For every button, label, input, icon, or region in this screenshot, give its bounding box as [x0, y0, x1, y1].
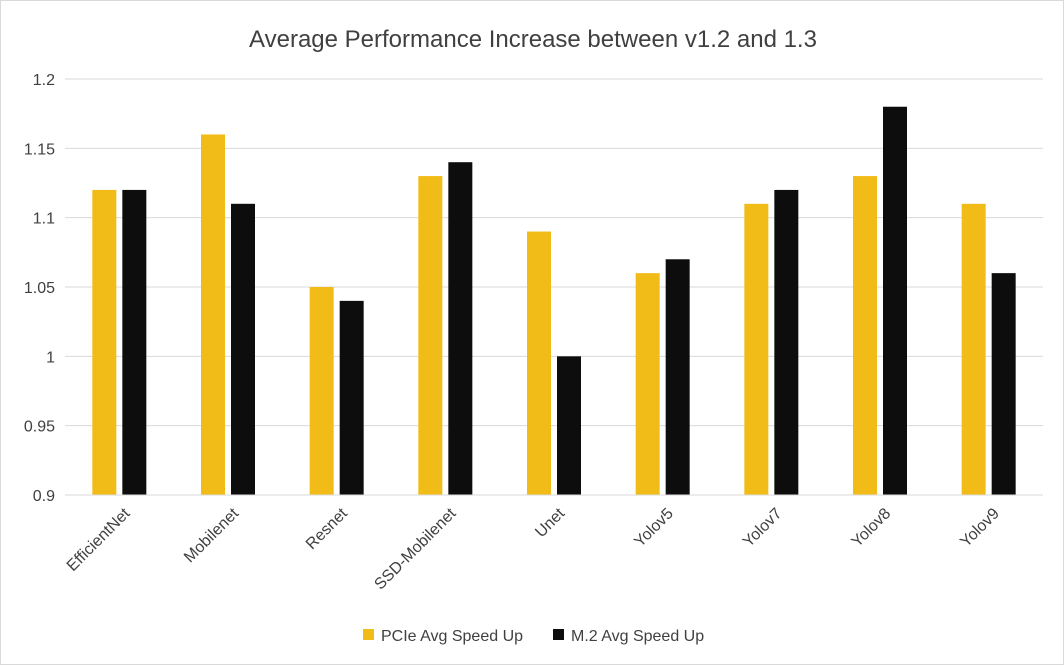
bar-m2: [557, 356, 581, 495]
bar-pcie: [744, 203, 769, 496]
x-tick-label: Yolov5: [631, 505, 677, 551]
x-tick-label: Yolov8: [849, 505, 895, 551]
bars: [65, 106, 1043, 496]
x-tick-label: SSD-Mobilenet: [371, 505, 459, 593]
chart-title: Average Performance Increase between v1.…: [249, 26, 817, 53]
bar-pcie: [201, 134, 225, 495]
bar-pcie: [309, 287, 334, 495]
x-axis-ticks: EfficientNet Mobilenet Resnet SSD-Mobilenet…: [64, 505, 1003, 594]
bar-pcie: [527, 231, 551, 496]
bar-m2: [883, 106, 907, 495]
y-tick-label: 0.9: [33, 488, 55, 505]
x-tick-label: Unet: [532, 505, 568, 541]
legend: PCIe Avg Speed Up M.2 Avg Speed Up: [363, 628, 704, 645]
bar-m2: [231, 203, 255, 496]
bar-pcie: [853, 176, 877, 496]
y-tick-label: 1.2: [33, 72, 55, 89]
legend-label-m2: M.2 Avg Speed Up: [571, 628, 704, 645]
y-tick-label: 0.95: [24, 419, 55, 436]
y-tick-label: 1.05: [24, 280, 55, 297]
x-tick-label: Resnet: [303, 505, 351, 553]
x-tick-label: Mobilenet: [181, 505, 242, 566]
gridlines: [65, 78, 1043, 496]
bar-m2: [122, 189, 147, 495]
bar-m2: [774, 189, 799, 495]
x-tick-label: Yolov7: [740, 505, 786, 551]
bar-m2: [448, 162, 473, 495]
legend-swatch-m2: [553, 629, 564, 640]
bar-m2: [665, 259, 690, 495]
bar-pcie: [418, 176, 443, 496]
bar-m2: [339, 300, 364, 495]
y-axis-ticks: 0.9 0.95 1 1.05 1.1 1.15 1.2: [24, 72, 55, 505]
bar-pcie: [635, 273, 660, 495]
x-tick-label: Yolov9: [957, 505, 1003, 551]
x-tick-label: EfficientNet: [64, 505, 134, 575]
bar-pcie: [92, 189, 117, 495]
bar-m2: [991, 273, 1016, 495]
y-tick-label: 1.1: [33, 211, 55, 228]
legend-swatch-pcie: [363, 629, 374, 640]
y-tick-label: 1: [46, 349, 55, 366]
y-tick-label: 1.15: [24, 141, 55, 158]
bar-pcie: [961, 203, 986, 496]
legend-label-pcie: PCIe Avg Speed Up: [381, 628, 523, 645]
